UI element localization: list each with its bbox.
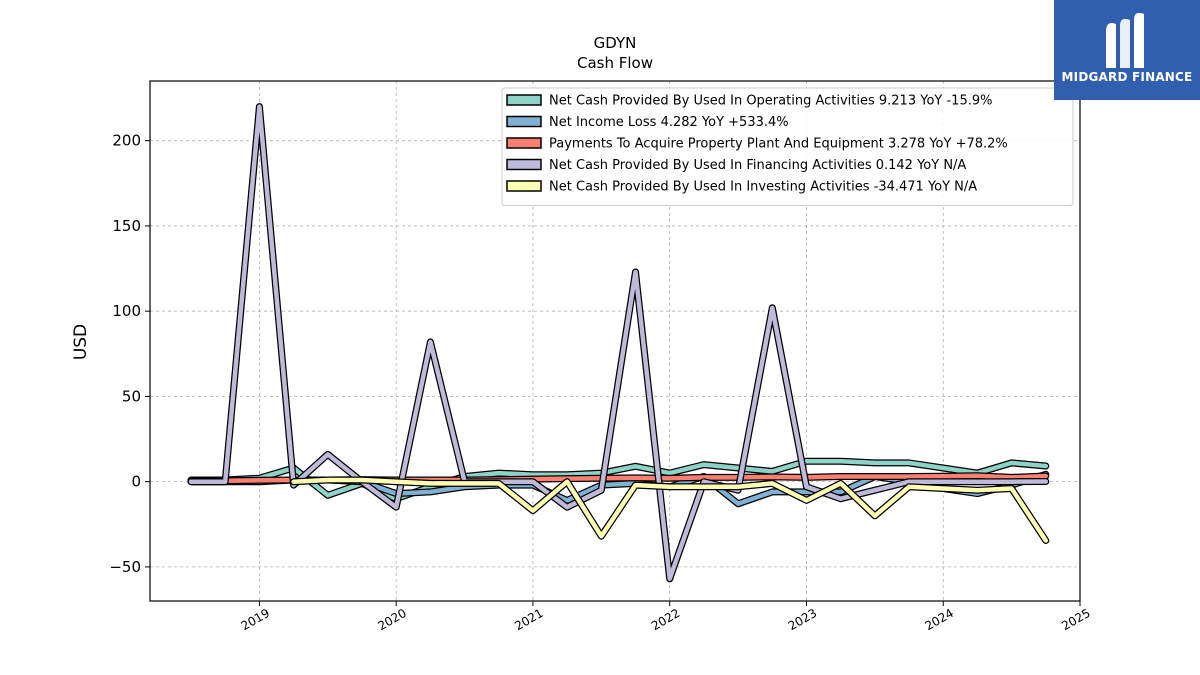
legend-swatch bbox=[506, 137, 542, 149]
series-line-4 bbox=[187, 103, 1050, 583]
y-tick-label: 0 bbox=[131, 473, 141, 491]
y-tick-label: 50 bbox=[122, 387, 141, 405]
series-lines bbox=[187, 103, 1050, 583]
axis-ticks: 2019 2020 2021 2022 2023 2024 2025 −50 0 50 100 150… bbox=[109, 132, 1092, 634]
legend-entry-2: Net Income Loss 4.282 YoY +533.4% bbox=[549, 115, 789, 130]
x-tick-label: 2023 bbox=[786, 606, 819, 633]
legend-entry-4: Net Cash Provided By Used In Financing A… bbox=[549, 158, 966, 173]
legend-entry-3: Payments To Acquire Property Plant And E… bbox=[549, 137, 1008, 152]
logo-mark-icon bbox=[1106, 12, 1144, 68]
legend-swatch bbox=[506, 94, 542, 106]
logo-text: MIDGARD FINANCE bbox=[1061, 70, 1193, 84]
legend-swatch bbox=[506, 115, 542, 128]
y-tick-label: 200 bbox=[112, 132, 141, 150]
y-tick-label: 150 bbox=[112, 217, 141, 235]
legend-entry-5: Net Cash Provided By Used In Investing A… bbox=[549, 180, 977, 195]
plot-frame bbox=[149, 80, 1081, 602]
brand-logo: MIDGARD FINANCE bbox=[1054, 0, 1200, 100]
x-tick-label: 2022 bbox=[649, 606, 682, 633]
x-tick-label: 2019 bbox=[239, 606, 272, 633]
x-tick-label: 2025 bbox=[1059, 606, 1092, 633]
x-tick-label: 2020 bbox=[375, 606, 408, 633]
y-axis-label: USD bbox=[71, 324, 91, 360]
legend-entry-1: Net Cash Provided By Used In Operating A… bbox=[549, 94, 992, 109]
legend-swatch bbox=[506, 180, 542, 192]
x-tick-label: 2021 bbox=[512, 606, 545, 633]
chart-subtitle: Cash Flow bbox=[577, 54, 653, 72]
legend-box bbox=[501, 87, 1074, 206]
series-line-5 bbox=[290, 476, 1050, 544]
x-tick-label: 2024 bbox=[923, 606, 956, 633]
series-line-1 bbox=[187, 457, 1050, 503]
legend: Net Cash Provided By Used In Operating A… bbox=[501, 87, 1074, 206]
y-tick-label: −50 bbox=[109, 558, 141, 576]
chart-title: GDYN bbox=[594, 34, 637, 52]
y-tick-label: 100 bbox=[112, 302, 141, 320]
legend-swatch bbox=[506, 158, 542, 171]
